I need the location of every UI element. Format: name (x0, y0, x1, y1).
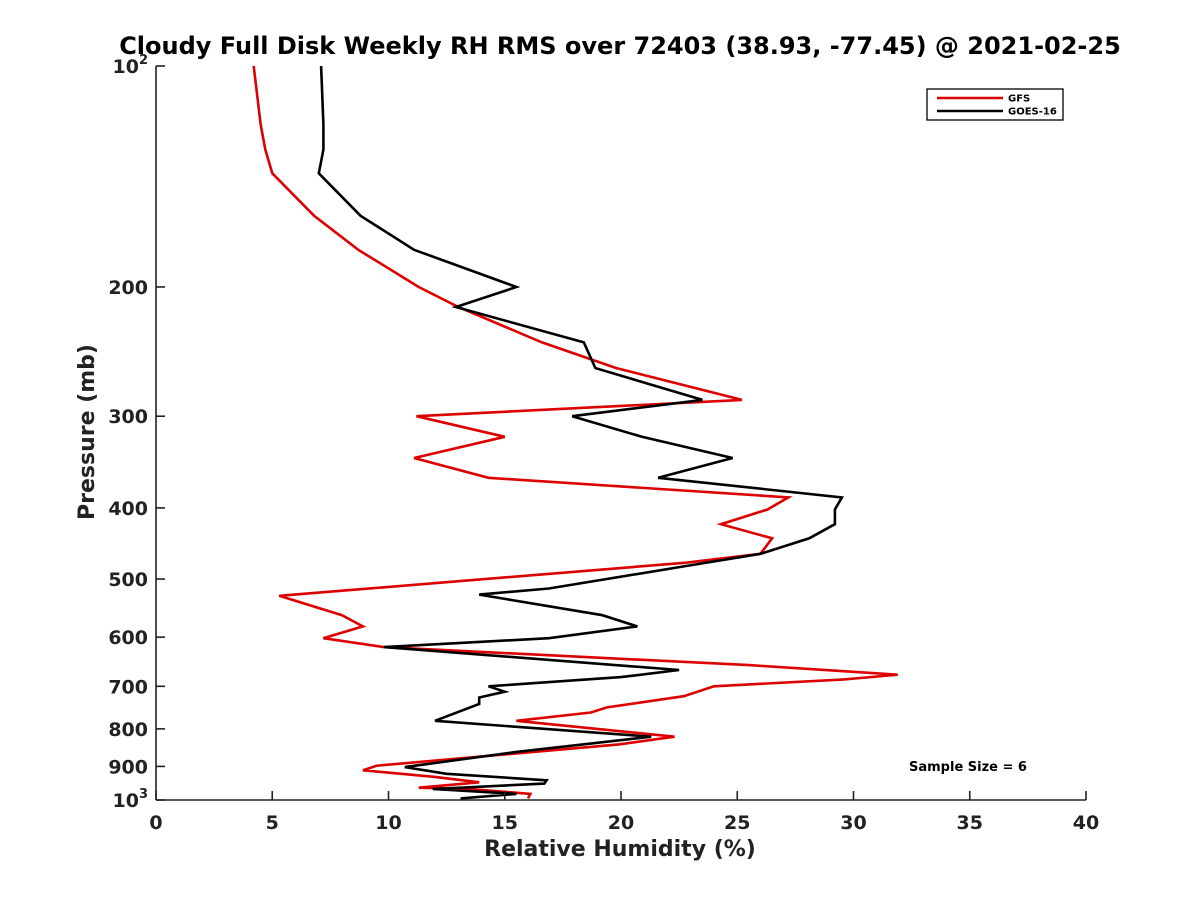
x-tick-label: 20 (608, 812, 634, 834)
legend-box (926, 88, 1064, 121)
legend-label: GFS (1008, 94, 1030, 105)
series-line-goes-16 (317, 65, 845, 800)
x-axis-label: Relative Humidity (%) (484, 837, 756, 862)
x-tick-label: 25 (724, 812, 750, 834)
y-tick-label: 900 (108, 756, 148, 778)
series-line-gfs (252, 65, 898, 799)
y-tick-label: 102 (113, 53, 149, 78)
y-tick-label: 500 (108, 569, 148, 591)
y-tick-label: 700 (108, 676, 148, 698)
y-tick-label: 200 (108, 277, 148, 299)
x-tick-label: 5 (266, 812, 279, 834)
x-tick-label: 35 (957, 812, 983, 834)
x-tick-label: 0 (149, 812, 162, 834)
y-tick-label: 400 (108, 498, 148, 520)
x-tick-label: 30 (840, 812, 866, 834)
x-tick-label: 15 (492, 812, 518, 834)
y-axis-label: Pressure (mb) (75, 344, 100, 520)
y-tick-label: 600 (108, 627, 148, 649)
series-layer (252, 65, 898, 800)
plot-frame (155, 66, 1086, 801)
x-tick-label: 10 (375, 812, 401, 834)
y-tick-label: 103 (113, 787, 149, 812)
legend: GFS GOES-16 (926, 88, 1064, 121)
legend-label: GOES-16 (1008, 107, 1057, 118)
y-tick-label: 300 (108, 406, 148, 428)
chart-title: Cloudy Full Disk Weekly RH RMS over 7240… (119, 32, 1121, 60)
y-tick-label: 800 (108, 719, 148, 741)
x-tick-label: 40 (1073, 812, 1099, 834)
y-axis: 102 200 300 400 500 600 700 800 900 103 (108, 53, 165, 812)
sample-size-annotation: Sample Size = 6 (909, 760, 1027, 775)
x-axis: 0 5 10 15 20 25 30 35 40 (149, 791, 1099, 834)
